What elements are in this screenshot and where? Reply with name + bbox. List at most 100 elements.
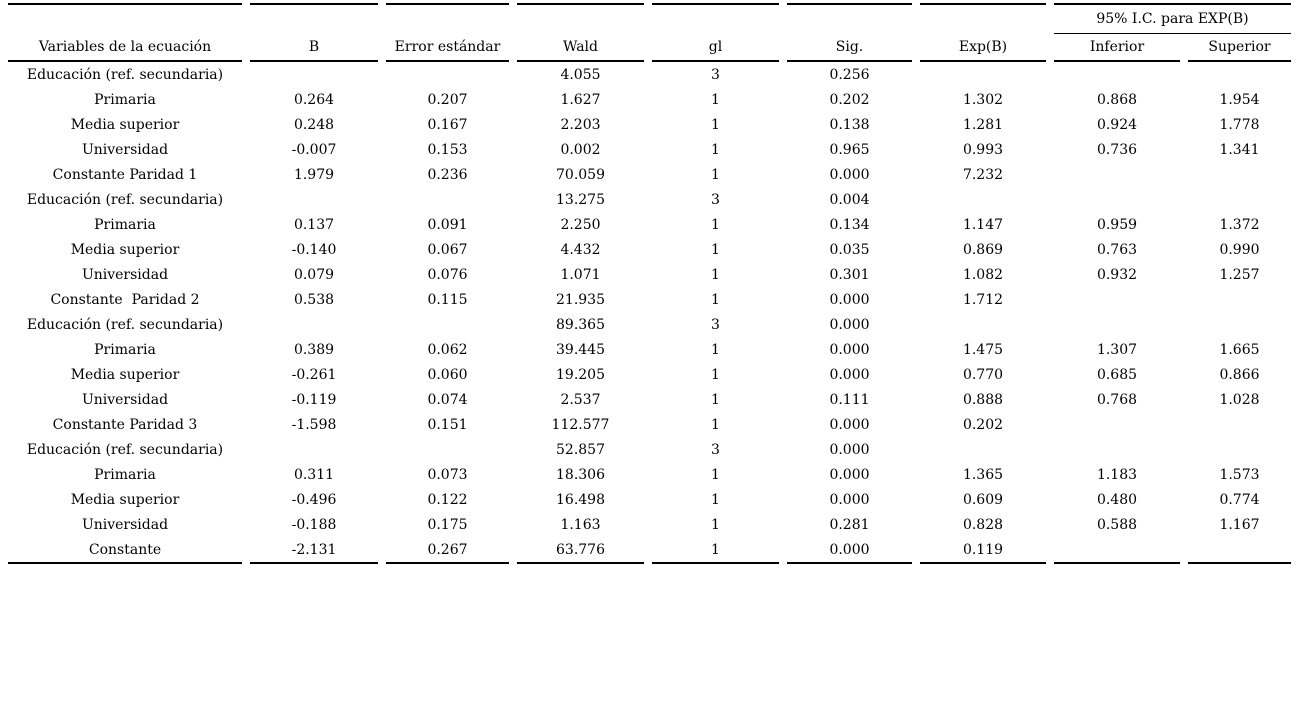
value-cell: 52.857 [556, 441, 605, 458]
row-label-cell: Primaria [94, 216, 156, 233]
value-cell: 0.074 [427, 391, 468, 408]
top-rule-row: 95% I.C. para EXP(B) [8, 3, 1291, 34]
value-cell [920, 312, 1046, 337]
value-cell: 1.257 [1219, 266, 1260, 283]
value-cell [920, 62, 1046, 87]
table-row: Educación (ref. secundaria) 52.857 3 0.000 [8, 437, 1291, 462]
row-label-cell: Educación (ref. secundaria) [26, 441, 224, 458]
value-cell: 0.389 [293, 341, 335, 358]
value-cell: 16.498 [556, 491, 605, 508]
value-cell: 0.062 [427, 341, 468, 358]
value-cell [1188, 162, 1291, 187]
value-cell: 0.888 [962, 391, 1004, 408]
value-cell: 1.365 [962, 466, 1004, 483]
value-cell: 1 [652, 537, 779, 564]
table-row: Media superior 0.248 0.167 2.203 1 0.138 1.281… [8, 112, 1291, 137]
top-rule-segment [652, 3, 779, 34]
column-header-b: B [250, 34, 378, 62]
value-cell: 0.060 [427, 366, 468, 383]
value-cell: 0.480 [1096, 491, 1138, 508]
value-cell: 0.207 [427, 91, 468, 108]
value-cell: 0.866 [1219, 366, 1260, 383]
value-cell: 1 [711, 116, 720, 133]
value-cell: 0.959 [1096, 216, 1138, 233]
value-cell [386, 187, 509, 212]
value-cell: 0.067 [427, 241, 468, 258]
value-cell [250, 437, 378, 462]
value-cell: 0.000 [829, 291, 870, 308]
value-cell: 1.071 [560, 266, 601, 283]
value-cell [1054, 437, 1180, 462]
value-cell: 0.869 [962, 241, 1004, 258]
row-label-cell: Constante Paridad 2 [50, 291, 200, 308]
value-cell: 0.763 [1096, 241, 1138, 258]
row-label-cell: Educación (ref. secundaria) [26, 66, 224, 83]
value-cell: 1.475 [962, 341, 1004, 358]
value-cell [1188, 437, 1291, 462]
table-row: Primaria 0.389 0.062 39.445 1 0.000 1.475 1.307… [8, 337, 1291, 362]
column-header-variables: Variables de la ecuación [8, 34, 242, 62]
table-row: Constante -2.131 0.267 63.776 1 0.000 0.119 [8, 537, 1291, 564]
value-cell: 1.954 [1219, 91, 1260, 108]
value-cell [1054, 312, 1180, 337]
table-row: Primaria 0.137 0.091 2.250 1 0.134 1.147 0.959 1… [8, 212, 1291, 237]
column-header-ci-upper: Superior [1188, 34, 1291, 62]
value-cell: 0.609 [962, 491, 1004, 508]
value-cell: 0.202 [962, 416, 1004, 433]
value-cell: 1.307 [1096, 341, 1138, 358]
row-label-cell: Universidad [81, 391, 169, 408]
value-cell: 1 [711, 91, 720, 108]
value-cell [1054, 412, 1180, 437]
value-cell: 0.000 [829, 366, 870, 383]
value-cell: 1 [711, 241, 720, 258]
table-row: Constante Paridad 2 0.538 0.115 21.935 1 0.00… [8, 287, 1291, 312]
value-cell: 0.000 [829, 341, 870, 358]
value-cell: 0.993 [962, 141, 1004, 158]
table-row: Educación (ref. secundaria) 89.365 3 0.000 [8, 312, 1291, 337]
value-cell [1054, 187, 1180, 212]
value-cell: 0.736 [1096, 141, 1138, 158]
value-cell: 0.002 [560, 141, 601, 158]
value-cell: -0.007 [291, 141, 337, 158]
value-cell: 0.175 [427, 516, 468, 533]
value-cell [1188, 537, 1291, 564]
value-cell [250, 187, 378, 212]
top-rule-segment [250, 3, 378, 34]
table-row: Universidad 0.079 0.076 1.071 1 0.301 1.082 0.9… [8, 262, 1291, 287]
value-cell: 1.341 [1219, 141, 1260, 158]
value-cell: 1 [711, 516, 720, 533]
value-cell: 1.163 [560, 516, 601, 533]
value-cell: 0.000 [829, 466, 870, 483]
top-rule-segment [386, 3, 509, 34]
row-label-cell: Primaria [94, 91, 156, 108]
column-header-ci-lower: Inferior [1054, 34, 1180, 62]
row-label-cell: Media superior [70, 241, 180, 258]
value-cell: 0.000 [829, 166, 870, 183]
value-cell: 0.538 [293, 291, 335, 308]
value-cell: 0.134 [829, 216, 870, 233]
row-label-cell: Universidad [81, 141, 169, 158]
value-cell: -0.140 [291, 241, 337, 258]
value-cell: 0.770 [962, 366, 1004, 383]
column-header-std-error: Error estándar [386, 34, 509, 62]
value-cell: 1.281 [962, 116, 1004, 133]
row-label-cell: Universidad [81, 266, 169, 283]
value-cell [1054, 537, 1180, 564]
value-cell: 0.301 [829, 266, 870, 283]
row-label-cell: Universidad [81, 516, 169, 533]
value-cell [250, 62, 378, 87]
value-cell: -0.496 [291, 491, 337, 508]
value-cell: 1.665 [1219, 341, 1260, 358]
row-label-cell: Constante Paridad 1 [52, 166, 198, 183]
value-cell: 19.205 [556, 366, 605, 383]
value-cell: 0.965 [829, 141, 870, 158]
value-cell: 0.000 [829, 491, 870, 508]
value-cell: 1 [711, 416, 720, 433]
value-cell: 0.990 [1219, 241, 1260, 258]
value-cell [386, 312, 509, 337]
row-label-cell: Media superior [70, 366, 180, 383]
top-rule-segment [517, 3, 644, 34]
value-cell: 3 [711, 441, 720, 458]
value-cell: 1 [711, 216, 720, 233]
top-rule-segment [787, 3, 912, 34]
